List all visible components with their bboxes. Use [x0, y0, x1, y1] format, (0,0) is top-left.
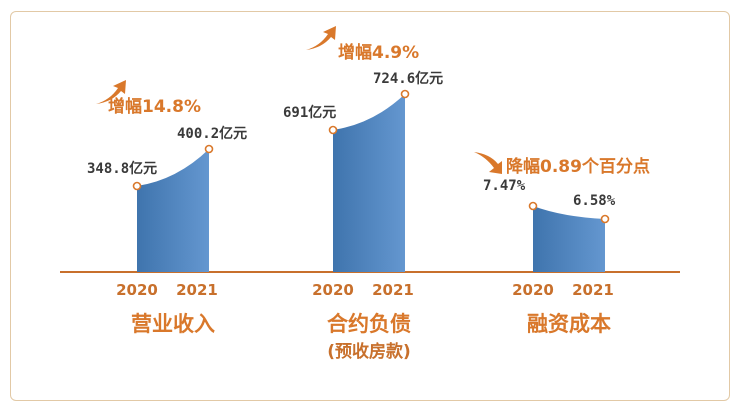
data-label: 724.6亿元: [373, 71, 444, 87]
data-label: 691亿元: [283, 105, 337, 121]
x-tick-label: 2021: [572, 281, 614, 299]
group-title: 营业收入: [131, 312, 215, 336]
x-tick-label: 2021: [176, 281, 218, 299]
chart-frame: [10, 11, 730, 401]
bar-area-0: [137, 149, 209, 272]
group-title: 融资成本: [527, 312, 611, 336]
data-label: 400.2亿元: [177, 126, 248, 142]
group-title: 合约负债: [327, 312, 411, 336]
data-point: [528, 201, 538, 211]
group-subtitle: (预收房款): [327, 342, 411, 362]
data-point: [204, 144, 214, 154]
change-label: 增幅4.9%: [338, 43, 420, 63]
bar-area-1: [333, 94, 405, 272]
data-point: [600, 214, 610, 224]
data-point: [328, 125, 338, 135]
data-label: 348.8亿元: [87, 161, 158, 177]
bar-area-2: [533, 206, 605, 272]
x-tick-label: 2020: [312, 281, 354, 299]
x-tick-label: 2021: [372, 281, 414, 299]
data-point: [132, 181, 142, 191]
change-label: 增幅14.8%: [108, 97, 201, 117]
data-point: [400, 89, 410, 99]
data-label: 6.58%: [573, 193, 616, 209]
arrow-down-icon: [474, 152, 502, 174]
x-tick-label: 2020: [512, 281, 554, 299]
arrow-up-icon: [306, 26, 336, 50]
change-label: 降幅0.89个百分点: [506, 157, 650, 177]
arrow-up-icon: [96, 80, 126, 104]
data-label: 7.47%: [483, 178, 526, 194]
x-tick-label: 2020: [116, 281, 158, 299]
